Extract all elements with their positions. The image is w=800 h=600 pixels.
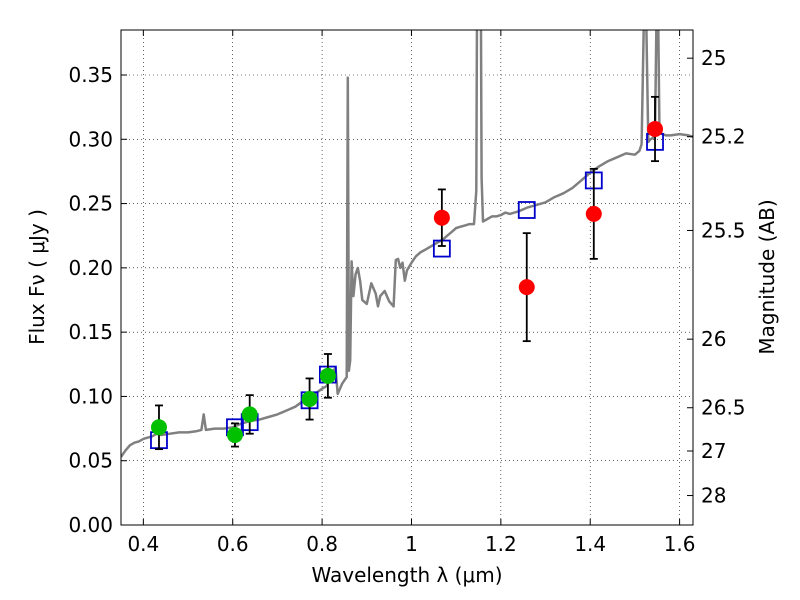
y-axis: 0.00 0.05 0.10 0.15 0.20 0.25 0.30 0.35 [68, 63, 127, 537]
y-tick-label: 0.10 [68, 384, 113, 408]
y-tick-label: 0.30 [68, 127, 113, 151]
x-tick-label: 1 [405, 532, 418, 556]
x-axis: 0.4 0.6 0.8 1 1.2 1.4 1.6 [127, 30, 696, 556]
y-tick-label: 0.15 [68, 320, 113, 344]
x-tick-label: 1.6 [664, 532, 696, 556]
y2-tick-label: 26.5 [701, 396, 746, 420]
y2-tick-label: 25.5 [701, 218, 746, 242]
nir-flux-point [518, 279, 535, 296]
optical-flux-point [150, 419, 167, 436]
x-tick-label: 1.4 [574, 532, 606, 556]
y2-tick-label: 25.2 [701, 125, 746, 149]
x-tick-label: 1.2 [485, 532, 517, 556]
y-tick-label: 0.25 [68, 192, 113, 216]
y-tick-label: 0.05 [68, 449, 113, 473]
y2-axis: 25 25.2 25.5 26 26.5 27 28 [687, 46, 746, 508]
grid [121, 30, 693, 525]
model-spectrum-line [121, 30, 693, 458]
optical-flux-point [301, 391, 318, 407]
nir-flux-point [647, 121, 664, 137]
x-tick-label: 0.4 [127, 532, 159, 556]
y-tick-label: 0.35 [68, 63, 113, 87]
x-axis-label: Wavelength λ (μm) [311, 563, 502, 587]
model-photometry-square [517, 201, 536, 219]
y2-tick-label: 25 [701, 46, 726, 70]
y2-tick-label: 26 [701, 327, 726, 351]
y-tick-label: 0.20 [68, 256, 113, 280]
y2-tick-label: 27 [701, 439, 726, 463]
y-axis-label: Flux Fν ( μJy ) [25, 209, 49, 345]
plot-area [121, 30, 693, 458]
x-tick-label: 0.8 [306, 532, 338, 556]
plot-frame [120, 29, 694, 526]
nir-flux-point [433, 209, 450, 226]
x-tick-label: 0.6 [217, 532, 249, 556]
y-tick-label: 0.00 [68, 513, 113, 537]
nir-flux-point [585, 205, 602, 222]
optical-flux-point [241, 406, 258, 423]
y2-tick-label: 28 [701, 484, 726, 508]
y2-axis-label: Magnitude (AB) [755, 199, 779, 354]
optical-flux-point [319, 367, 336, 384]
optical-flux-point [226, 427, 243, 443]
